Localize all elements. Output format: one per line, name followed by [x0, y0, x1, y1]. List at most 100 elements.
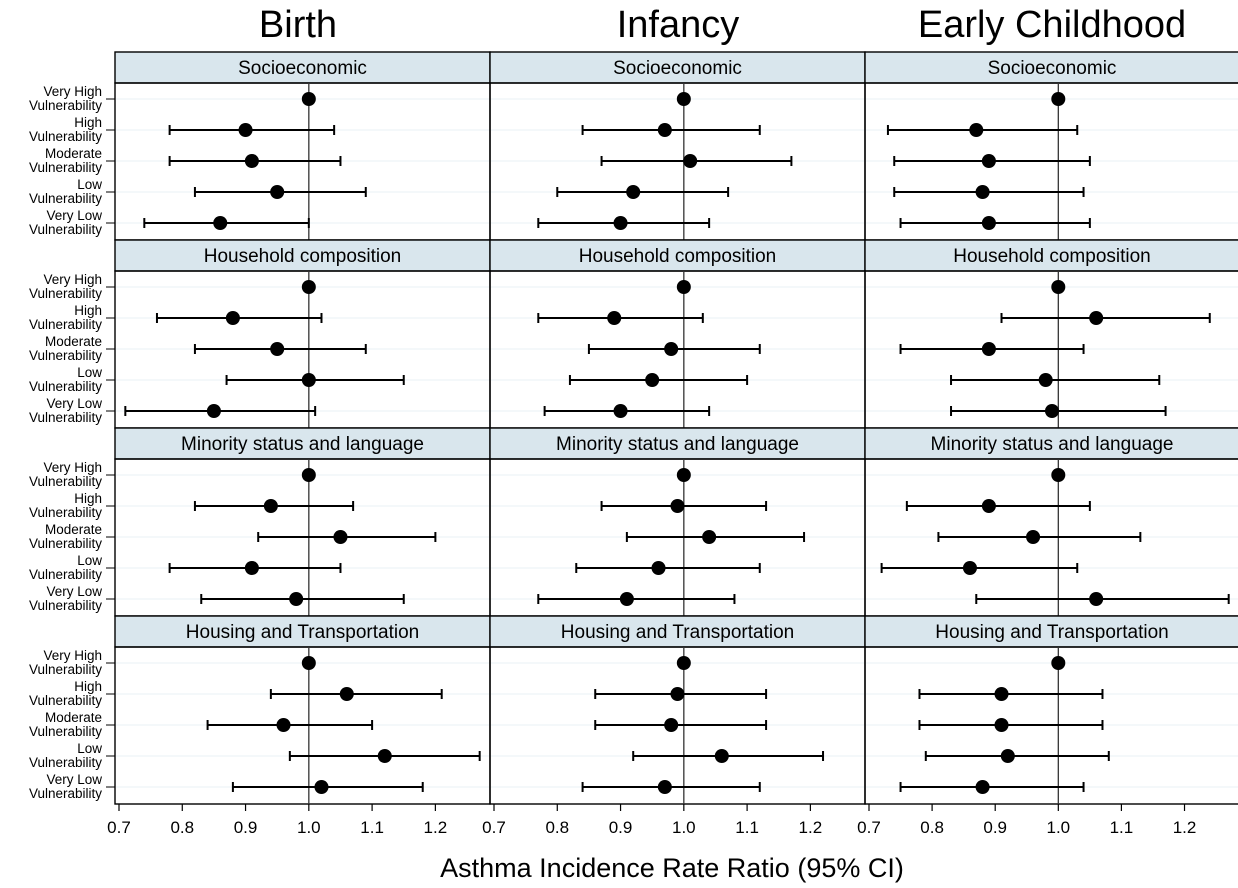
- category-label-line1-1-4: Very Low: [46, 396, 102, 411]
- category-label-line1-0-2: Moderate: [45, 146, 102, 161]
- category-label-line2-1-3: Vulnerability: [29, 379, 102, 394]
- point-estimate-3-2-4: [975, 780, 990, 794]
- panel-strip-title-1-0: Household composition: [204, 246, 402, 267]
- panel-frame-3-2: [864, 646, 1238, 805]
- category-label-line1-3-4: Very Low: [46, 772, 102, 787]
- point-estimate-3-1-2: [664, 718, 679, 732]
- category-label-line1-0-3: Low: [77, 177, 102, 192]
- point-estimate-2-2-3: [962, 561, 977, 575]
- category-label-line2-0-1: Vulnerability: [29, 129, 102, 144]
- category-label-line2-3-3: Vulnerability: [29, 755, 102, 770]
- category-label-line2-2-0: Vulnerability: [29, 474, 102, 489]
- category-label-line2-2-4: Vulnerability: [29, 598, 102, 613]
- point-estimate-3-1-0: [676, 656, 691, 670]
- column-title-2: Early Childhood: [918, 4, 1186, 46]
- category-label-line1-1-3: Low: [77, 365, 102, 380]
- panel-strip-0-1: [489, 51, 866, 84]
- panel-strip-title-2-2: Minority status and language: [931, 434, 1174, 455]
- x-tick-label-2-5: 1.2: [1173, 818, 1197, 837]
- point-estimate-2-0-3: [244, 561, 259, 575]
- point-estimate-1-0-2: [270, 342, 285, 356]
- x-tick-label-0-3: 1.0: [297, 818, 321, 837]
- category-label-line2-3-2: Vulnerability: [29, 724, 102, 739]
- point-estimate-0-2-1: [969, 123, 984, 137]
- point-estimate-3-0-0: [301, 656, 316, 670]
- category-label-line2-1-2: Vulnerability: [29, 348, 102, 363]
- panel-strip-1-1: [489, 239, 866, 272]
- point-estimate-1-1-3: [645, 373, 660, 387]
- category-label-line1-2-4: Very Low: [46, 584, 102, 599]
- category-label-line1-0-0: Very High: [43, 84, 102, 99]
- category-label-line1-1-1: High: [74, 303, 102, 318]
- point-estimate-2-2-1: [981, 499, 996, 513]
- panel-strip-1-2: [864, 239, 1238, 272]
- point-estimate-2-1-0: [676, 468, 691, 482]
- point-estimate-1-0-3: [301, 373, 316, 387]
- panel-strip-2-0: [114, 427, 491, 460]
- point-estimate-2-0-0: [301, 468, 316, 482]
- category-label-line1-1-0: Very High: [43, 272, 102, 287]
- column-title-0: Birth: [259, 4, 337, 46]
- category-label-line2-0-4: Vulnerability: [29, 222, 102, 237]
- x-tick-label-1-1: 0.8: [545, 818, 569, 837]
- x-tick-label-1-5: 1.2: [799, 818, 823, 837]
- category-label-line1-2-0: Very High: [43, 460, 102, 475]
- point-estimate-1-2-2: [981, 342, 996, 356]
- x-tick-label-0-1: 0.8: [170, 818, 194, 837]
- point-estimate-2-1-4: [619, 592, 634, 606]
- point-estimate-2-1-3: [651, 561, 666, 575]
- point-estimate-0-2-0: [1051, 92, 1066, 106]
- x-axis-title: Asthma Incidence Rate Ratio (95% CI): [440, 853, 904, 883]
- point-estimate-1-2-1: [1089, 311, 1104, 325]
- point-estimate-0-0-2: [244, 154, 259, 168]
- point-estimate-1-0-0: [301, 280, 316, 294]
- category-label-line2-2-2: Vulnerability: [29, 536, 102, 551]
- x-tick-label-0-4: 1.1: [360, 818, 384, 837]
- category-label-line2-2-3: Vulnerability: [29, 567, 102, 582]
- category-label-line1-2-2: Moderate: [45, 522, 102, 537]
- point-estimate-0-0-0: [301, 92, 316, 106]
- panel-strip-3-0: [114, 615, 491, 648]
- panel-strip-1-0: [114, 239, 491, 272]
- point-estimate-2-2-4: [1089, 592, 1104, 606]
- point-estimate-1-1-4: [613, 404, 628, 418]
- category-label-line2-1-0: Vulnerability: [29, 286, 102, 301]
- point-estimate-0-2-3: [975, 185, 990, 199]
- point-estimate-3-0-4: [314, 780, 329, 794]
- x-tick-label-2-1: 0.8: [920, 818, 944, 837]
- point-estimate-2-1-1: [670, 499, 685, 513]
- point-estimate-3-2-3: [1000, 749, 1015, 763]
- point-estimate-0-1-3: [626, 185, 641, 199]
- category-label-line1-1-2: Moderate: [45, 334, 102, 349]
- point-estimate-1-1-2: [664, 342, 679, 356]
- category-label-line2-3-4: Vulnerability: [29, 786, 102, 801]
- category-label-line1-3-2: Moderate: [45, 710, 102, 725]
- point-estimate-3-1-3: [714, 749, 729, 763]
- category-label-line2-1-4: Vulnerability: [29, 410, 102, 425]
- x-tick-label-2-0: 0.7: [857, 818, 881, 837]
- panel-strip-title-0-2: Socioeconomic: [988, 58, 1117, 79]
- point-estimate-1-2-0: [1051, 280, 1066, 294]
- point-estimate-2-0-4: [289, 592, 304, 606]
- point-estimate-3-1-4: [657, 780, 672, 794]
- panel-strip-title-0-1: Socioeconomic: [613, 58, 742, 79]
- point-estimate-3-1-1: [670, 687, 685, 701]
- panel-strip-title-3-0: Housing and Transportation: [186, 622, 419, 643]
- category-label-line2-0-0: Vulnerability: [29, 98, 102, 113]
- category-label-line1-3-1: High: [74, 679, 102, 694]
- point-estimate-0-0-1: [238, 123, 253, 137]
- point-estimate-0-1-0: [676, 92, 691, 106]
- panel-strip-title-3-1: Housing and Transportation: [561, 622, 794, 643]
- point-estimate-0-0-3: [270, 185, 285, 199]
- point-estimate-1-2-3: [1038, 373, 1053, 387]
- x-tick-label-0-2: 0.9: [234, 818, 258, 837]
- x-tick-label-1-4: 1.1: [735, 818, 759, 837]
- category-label-line1-0-4: Very Low: [46, 208, 102, 223]
- category-label-line1-3-3: Low: [77, 741, 102, 756]
- point-estimate-1-0-4: [206, 404, 221, 418]
- x-tick-label-0-0: 0.7: [107, 818, 131, 837]
- category-label-line2-2-1: Vulnerability: [29, 505, 102, 520]
- point-estimate-3-0-3: [377, 749, 392, 763]
- point-estimate-3-2-1: [994, 687, 1009, 701]
